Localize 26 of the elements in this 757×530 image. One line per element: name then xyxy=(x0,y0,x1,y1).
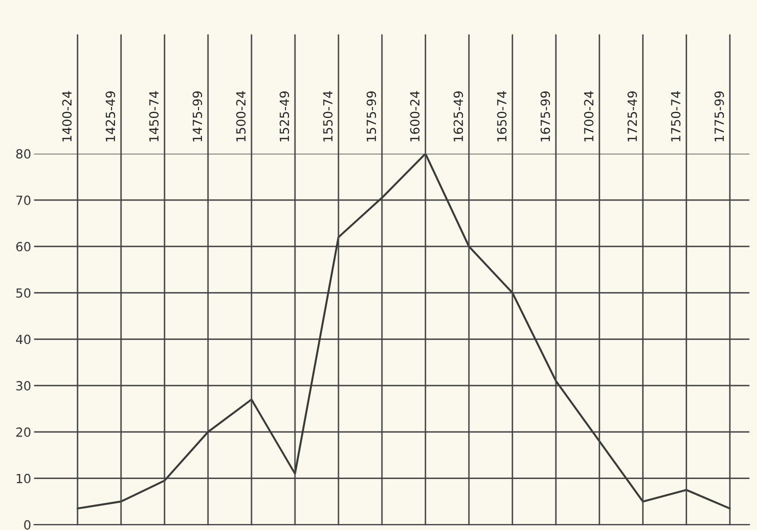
x-tick-label: 1700-24 xyxy=(584,91,594,142)
x-tick-label: 1650-74 xyxy=(497,91,507,142)
y-tick-label: 10 xyxy=(16,474,30,484)
y-tick-label: 60 xyxy=(16,242,30,252)
x-tick-label: 1550-74 xyxy=(323,91,333,142)
y-tick-label: 40 xyxy=(16,334,30,344)
x-tick-label: 1400-24 xyxy=(62,91,72,142)
y-tick-label: 30 xyxy=(16,381,30,390)
line-series xyxy=(76,154,731,510)
y-tick-label: 80 xyxy=(16,149,30,159)
x-tick-label: 1600-24 xyxy=(410,91,420,142)
x-tick-label: 1425-49 xyxy=(106,91,116,142)
x-tick-label: 1500-24 xyxy=(236,91,246,142)
x-tick-label: 1775-99 xyxy=(714,91,724,142)
x-tick-label: 1725-49 xyxy=(628,91,637,142)
x-tick-label: 1475-99 xyxy=(192,91,202,142)
y-tick-label: 70 xyxy=(16,196,30,205)
x-tick-label: 1625-49 xyxy=(454,91,464,142)
x-tick-label: 1750-74 xyxy=(671,91,680,142)
y-tick-label: 20 xyxy=(16,427,30,437)
y-tick-label: 50 xyxy=(16,288,30,298)
x-tick-label: 1450-74 xyxy=(149,91,159,142)
x-tick-label: 1675-99 xyxy=(540,91,550,142)
y-tick-label: 0 xyxy=(24,520,30,530)
x-tick-label: 1525-49 xyxy=(280,91,290,142)
x-tick-label: 1575-99 xyxy=(366,91,376,142)
